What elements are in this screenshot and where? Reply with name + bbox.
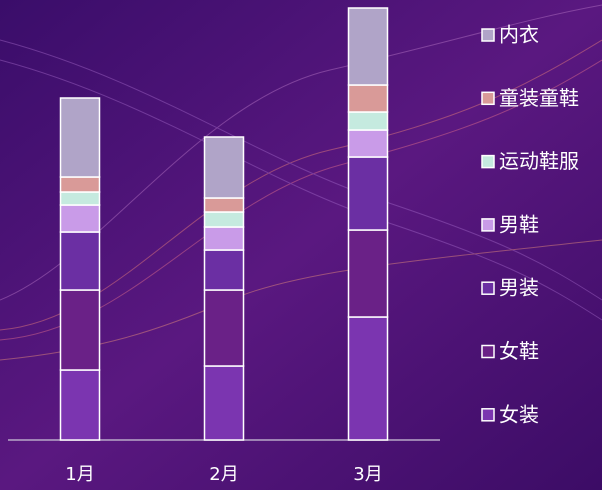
bar-segment xyxy=(347,229,389,318)
legend-label: 运动鞋服 xyxy=(499,149,579,173)
bar-segment xyxy=(203,226,245,251)
bar-segment xyxy=(203,365,245,441)
legend-swatch xyxy=(481,154,495,169)
bar-segment xyxy=(347,129,389,158)
x-tick-label: 1月 xyxy=(65,464,94,485)
bar-segment xyxy=(347,84,389,113)
bar-segment xyxy=(347,7,389,86)
legend-label: 女鞋 xyxy=(499,339,539,363)
bar-segment xyxy=(203,211,245,228)
legend-swatch xyxy=(481,344,495,359)
legend-swatch xyxy=(481,91,495,106)
bar-segment xyxy=(59,369,101,441)
bar-segment xyxy=(203,249,245,291)
bar-segment xyxy=(203,289,245,367)
bar-segment xyxy=(203,136,245,199)
bar-segment xyxy=(59,204,101,233)
legend-swatch xyxy=(481,28,495,42)
legend-swatch xyxy=(481,408,495,422)
x-tick-label: 3月 xyxy=(353,464,382,485)
legend-label: 童装童鞋 xyxy=(499,86,579,110)
bar-segment xyxy=(59,176,101,193)
bar-segment xyxy=(347,156,389,231)
legend-swatch xyxy=(481,281,495,295)
bar-segment xyxy=(59,231,101,291)
legend-label: 男装 xyxy=(499,276,539,300)
bar-segment xyxy=(59,97,101,178)
legend-swatch xyxy=(481,218,495,232)
legend-label: 男鞋 xyxy=(499,212,539,236)
x-tick-label: 2月 xyxy=(209,464,238,485)
bar-segment xyxy=(59,289,101,371)
legend-label: 内衣 xyxy=(499,23,539,47)
bar-segment xyxy=(347,111,389,131)
bar-segment xyxy=(203,197,245,213)
legend-label: 女装 xyxy=(499,402,539,426)
bar-segment xyxy=(347,316,389,441)
bar-segment xyxy=(59,191,101,206)
